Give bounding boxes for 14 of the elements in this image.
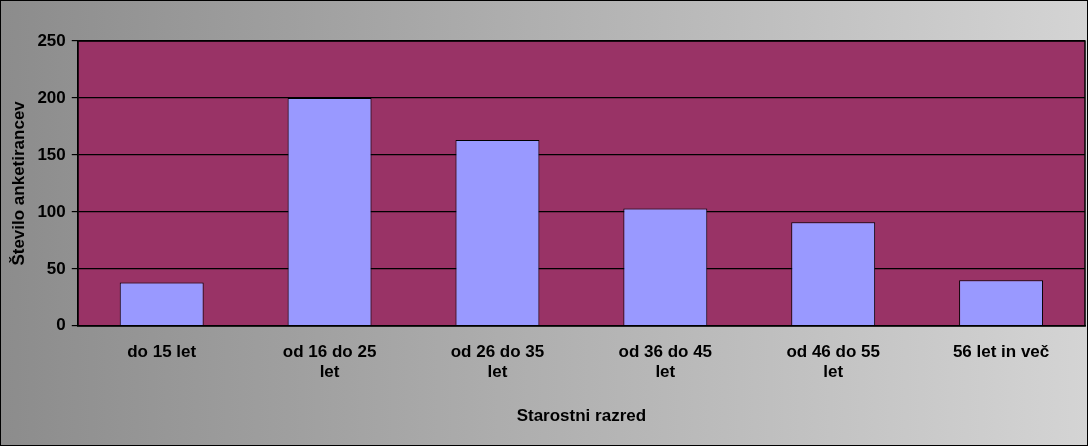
x-tick-label: od 16 do 25 let [282,341,377,382]
y-tick-label: 250 [37,30,66,50]
x-tick-label: od 26 do 35 let [450,341,545,382]
y-tick-label: 50 [46,258,66,278]
x-axis-title: Starostni razred [516,406,647,426]
x-tick-label: od 46 do 55 let [786,341,880,382]
y-axis-title: Število anketirancev [8,100,28,266]
x-tick-label: do 15 let [127,341,197,361]
x-tick-label: 56 let in več [952,341,1050,361]
y-tick-label: 150 [37,144,66,164]
y-tick-label: 200 [37,87,66,107]
y-tick-label: 0 [56,315,66,335]
x-tick-label: od 36 do 45 let [618,341,713,382]
y-tick-label: 100 [37,201,66,221]
